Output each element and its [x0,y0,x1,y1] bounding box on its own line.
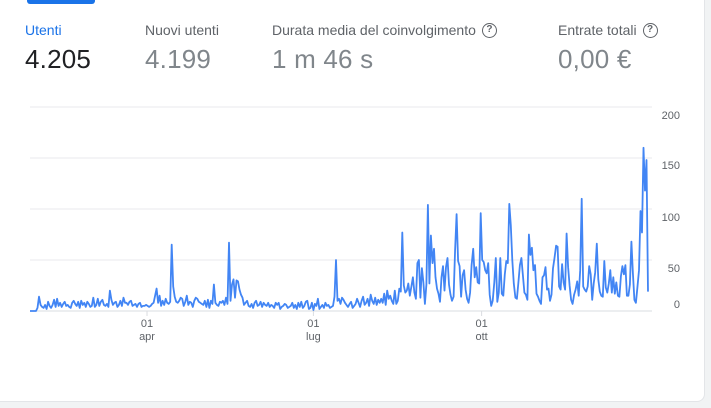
x-tick-month-label: apr [139,331,155,343]
metric-label-text: Durata media del coinvolgimento [272,22,476,38]
y-tick-label: 100 [662,212,680,224]
y-tick-label: 200 [662,110,680,122]
metric-value: 0,00 € [558,44,632,74]
metric-label-text: Nuovi utenti [145,22,219,38]
active-tab-indicator [27,0,95,4]
help-icon[interactable]: ? [642,22,658,38]
x-tick-month-label: ott [475,331,487,343]
series-line-users [30,146,649,312]
y-tick-label: 0 [674,299,680,311]
metric-tab-avg-engagement[interactable]: Durata media del coinvolgimento ? 1 m 46… [272,22,497,75]
metric-value: 4.199 [145,44,212,74]
help-icon[interactable]: ? [481,22,497,38]
analytics-card: Utenti 4.205 Nuovi utenti 4.199 Durata m… [0,0,705,402]
x-tick-day-label: 01 [475,318,487,330]
x-tick-day-label: 01 [307,318,319,330]
metric-tab-new-users[interactable]: Nuovi utenti 4.199 [145,22,219,75]
metric-label: Nuovi utenti [145,22,219,38]
metric-value: 1 m 46 s [272,44,374,74]
metric-label: Durata media del coinvolgimento ? [272,22,497,38]
y-tick-label: 150 [662,160,680,172]
metric-label: Entrate totali ? [558,22,658,38]
metric-label-text: Utenti [25,22,62,38]
x-tick-day-label: 01 [141,318,153,330]
x-tick-month-label: lug [306,331,321,343]
metric-tab-total-revenue[interactable]: Entrate totali ? 0,00 € [558,22,658,75]
y-tick-label: 50 [668,263,680,275]
metric-tab-users[interactable]: Utenti 4.205 [25,22,91,75]
metric-label-text: Entrate totali [558,22,637,38]
metric-label: Utenti [25,22,91,38]
metric-value: 4.205 [25,44,92,74]
